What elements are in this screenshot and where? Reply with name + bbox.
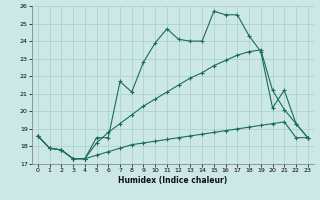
X-axis label: Humidex (Indice chaleur): Humidex (Indice chaleur): [118, 176, 228, 185]
